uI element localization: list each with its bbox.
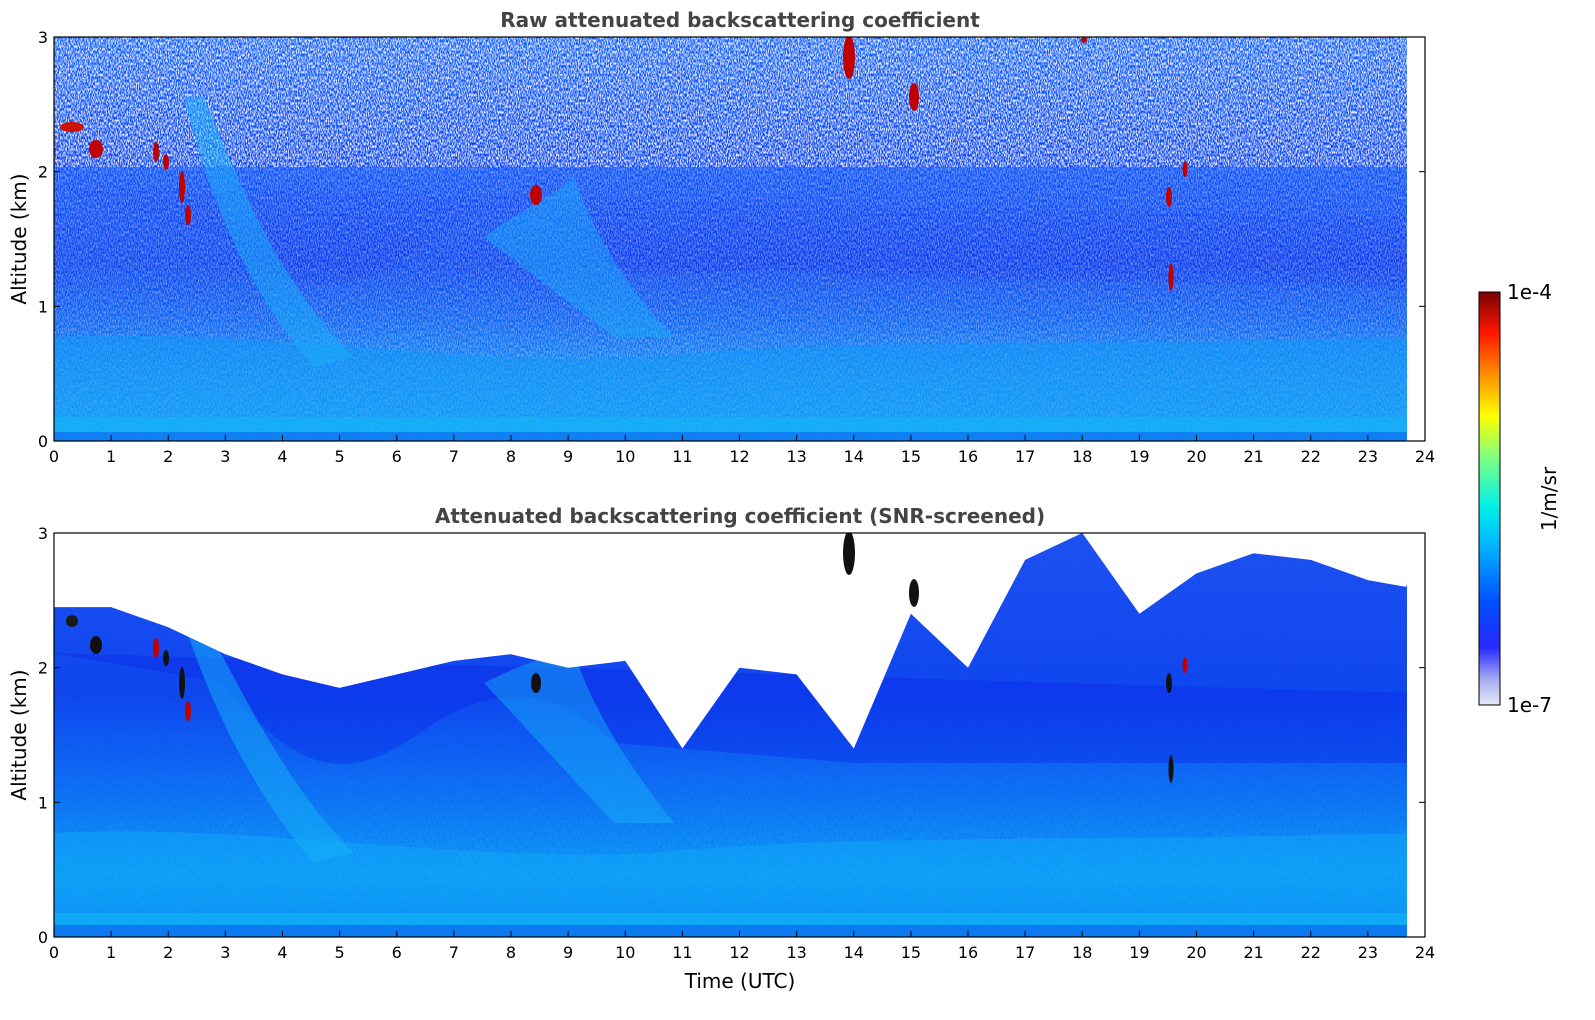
- x-tick-label: 0: [49, 447, 59, 466]
- x-tick-label: 5: [335, 447, 345, 466]
- heatmap-raw: [54, 37, 1459, 441]
- y-axis-label-raw: Altitude (km): [7, 173, 31, 304]
- x-tick-label: 15: [901, 447, 921, 466]
- x-tick-label: 6: [392, 447, 402, 466]
- x-tick-label: 1: [106, 447, 116, 466]
- x-tick-label: 6: [392, 943, 402, 962]
- cloud-features-raw: [60, 37, 1188, 291]
- x-axis-label: Time (UTC): [684, 969, 796, 993]
- x-tick-label: 1: [106, 943, 116, 962]
- x-tick-label: 19: [1129, 447, 1149, 466]
- x-tick-label: 2: [163, 447, 173, 466]
- x-tick-label: 8: [506, 447, 516, 466]
- chart-title-screened: Attenuated backscattering coefficient (S…: [435, 504, 1045, 528]
- x-tick-label: 14: [844, 943, 864, 962]
- x-tick-label: 3: [220, 447, 230, 466]
- x-tick-label: 17: [1015, 447, 1035, 466]
- y-tick-label: 2: [38, 163, 48, 182]
- heatmap-screened: [54, 533, 1459, 937]
- x-tick-label: 16: [958, 943, 978, 962]
- y-tick-label: 1: [38, 297, 48, 316]
- y-tick-label: 3: [38, 28, 48, 47]
- y-tick-label: 1: [38, 793, 48, 812]
- x-tick-label: 3: [220, 943, 230, 962]
- x-tick-label: 17: [1015, 943, 1035, 962]
- x-tick-label: 7: [449, 943, 459, 962]
- x-tick-label: 10: [615, 447, 635, 466]
- y-ticks-screened: 0 1 2 3: [38, 524, 1425, 947]
- x-tick-label: 12: [729, 943, 749, 962]
- colorbar-label: 1/m/sr: [1537, 466, 1561, 531]
- x-tick-label: 23: [1358, 943, 1378, 962]
- x-tick-label: 18: [1072, 447, 1092, 466]
- x-tick-label: 20: [1186, 447, 1206, 466]
- x-tick-label: 20: [1186, 943, 1206, 962]
- x-tick-label: 10: [615, 943, 635, 962]
- x-tick-label: 9: [563, 447, 573, 466]
- y-tick-label: 0: [38, 432, 48, 451]
- x-tick-label: 23: [1358, 447, 1378, 466]
- x-tick-label: 16: [958, 447, 978, 466]
- y-axis-label-screened: Altitude (km): [7, 669, 31, 800]
- x-tick-label: 0: [49, 943, 59, 962]
- colorbar-gradient: [1478, 291, 1501, 706]
- cloud-features-screened: [66, 533, 1188, 783]
- colorbar: 1e-4 1e-7 1/m/sr: [1478, 280, 1561, 717]
- x-tick-label: 13: [786, 447, 806, 466]
- x-ticks-screened: 0 1 2 3 4 5 6 7 8 9 10 11 12 13 14 15 16 17 18 19 20 21 22 23 24: [49, 931, 1435, 962]
- panel-raw: Raw attenuated backscattering coefficien…: [7, 8, 1459, 466]
- x-tick-label: 5: [335, 943, 345, 962]
- x-tick-label: 24: [1415, 943, 1435, 962]
- x-tick-label: 11: [672, 447, 692, 466]
- x-tick-label: 22: [1301, 943, 1321, 962]
- x-tick-label: 9: [563, 943, 573, 962]
- x-tick-label: 19: [1129, 943, 1149, 962]
- x-tick-label: 14: [844, 447, 864, 466]
- x-tick-label: 12: [729, 447, 749, 466]
- x-tick-label: 15: [901, 943, 921, 962]
- x-tick-label: 18: [1072, 943, 1092, 962]
- x-tick-label: 13: [786, 943, 806, 962]
- chart-title-raw: Raw attenuated backscattering coefficien…: [500, 8, 980, 32]
- x-tick-label: 2: [163, 943, 173, 962]
- x-tick-label: 4: [277, 447, 287, 466]
- x-tick-label: 11: [672, 943, 692, 962]
- panel-screened: Attenuated backscattering coefficient (S…: [7, 504, 1459, 993]
- y-tick-label: 2: [38, 659, 48, 678]
- x-tick-label: 21: [1243, 943, 1263, 962]
- x-tick-label: 22: [1301, 447, 1321, 466]
- snr-screened-mask: [54, 533, 1425, 749]
- x-tick-label: 24: [1415, 447, 1435, 466]
- y-tick-label: 3: [38, 524, 48, 543]
- colorbar-min-label: 1e-7: [1507, 693, 1552, 717]
- x-tick-label: 21: [1243, 447, 1263, 466]
- y-tick-label: 0: [38, 928, 48, 947]
- x-tick-label: 4: [277, 943, 287, 962]
- x-tick-label: 8: [506, 943, 516, 962]
- colorbar-max-label: 1e-4: [1507, 280, 1552, 304]
- x-tick-label: 7: [449, 447, 459, 466]
- y-ticks-raw: 0 1 2 3: [38, 28, 1425, 451]
- x-ticks-raw: 0 1 2 3 4 5 6 7 8 9 10 11 12 13 14 15 16 17 18 19 20 21 22 23 24: [49, 435, 1435, 466]
